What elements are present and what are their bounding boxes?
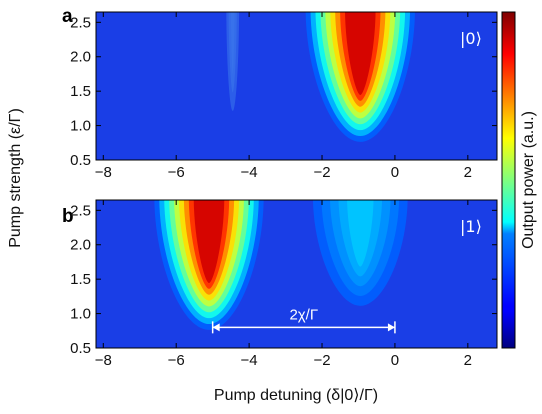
panel-a: a |0⟩ −8 −6 −4 −2 0 2 0.5 1.0 1.5 2.0 2.5 — [62, 6, 498, 181]
x-tick-label: −6 — [168, 164, 185, 181]
panel-b-heatmap — [96, 200, 497, 348]
panel-a-background — [96, 12, 497, 160]
panel-a-state-label: |0⟩ — [460, 29, 482, 48]
panel-b-frame — [95, 199, 498, 349]
panel-a-frame — [95, 11, 498, 161]
y-tick-label: 0.5 — [70, 340, 91, 357]
colorbar-bar — [501, 11, 516, 349]
x-tick-label: 0 — [391, 352, 399, 369]
heatmap-contour — [347, 200, 374, 267]
panel-a-axes: −8 −6 −4 −2 0 2 0.5 1.0 1.5 2.0 2.5 — [70, 12, 497, 181]
y-tick-label: 2.0 — [70, 237, 91, 254]
y-tick-label: 0.5 — [70, 152, 91, 169]
heatmap-lobe — [226, 12, 240, 111]
panel-a-letter: a — [62, 6, 73, 27]
panel-a-features — [226, 12, 415, 142]
y-tick-label: 1.0 — [70, 118, 91, 135]
x-tick-label: −8 — [95, 164, 112, 181]
heatmap-contour — [193, 200, 225, 283]
x-tick-label: −2 — [313, 352, 330, 369]
panel-b-state-label: |1⟩ — [460, 217, 482, 236]
y-tick-label: 1.5 — [70, 271, 91, 288]
colorbar: Output power (a.u.) — [501, 11, 537, 349]
panel-b: b |1⟩ 2χ/Γ −8 −6 −4 −2 0 2 0.5 1.0 1.5 2.0 2.5 — [62, 199, 498, 369]
colorbar-label: Output power (a.u.) — [520, 111, 537, 249]
annotation-arrowhead-left — [212, 323, 220, 332]
panel-b-annotation: 2χ/Γ — [211, 306, 396, 334]
y-tick-label: 2.5 — [70, 202, 91, 219]
y-tick-label: 1.0 — [70, 306, 91, 323]
panel-b-features — [154, 200, 408, 330]
x-tick-label: −8 — [95, 352, 112, 369]
y-axis-label: Pump strength (ε/Γ) — [7, 108, 24, 248]
y-tick-label: 1.5 — [70, 83, 91, 100]
panel-a-heatmap — [96, 12, 497, 160]
x-tick-label: −4 — [241, 352, 258, 369]
heatmap-contour — [230, 12, 235, 74]
heatmap-contour — [345, 12, 376, 95]
panel-b-letter: b — [62, 206, 74, 227]
x-tick-label: 2 — [464, 352, 472, 369]
heatmap-lobe — [305, 12, 415, 142]
y-tick-label: 2.0 — [70, 49, 91, 66]
annotation-arrowhead-right — [387, 323, 395, 332]
x-tick-label: −6 — [168, 352, 185, 369]
x-tick-label: −4 — [241, 164, 258, 181]
annotation-label: 2χ/Γ — [289, 306, 318, 323]
panel-b-axes: −8 −6 −4 −2 0 2 0.5 1.0 1.5 2.0 2.5 — [70, 200, 497, 369]
heatmap-lobe — [154, 200, 264, 330]
x-tick-label: 0 — [391, 164, 399, 181]
heatmap-lobe — [313, 200, 408, 306]
x-tick-label: −2 — [313, 164, 330, 181]
x-tick-label: 2 — [464, 164, 472, 181]
x-axis-label: Pump detuning (δ|0⟩/Γ) — [214, 387, 378, 404]
y-tick-label: 2.5 — [70, 14, 91, 31]
